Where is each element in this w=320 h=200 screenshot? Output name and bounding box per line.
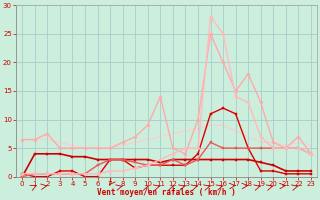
X-axis label: Vent moyen/en rafales ( km/h ): Vent moyen/en rafales ( km/h ) — [97, 188, 236, 197]
